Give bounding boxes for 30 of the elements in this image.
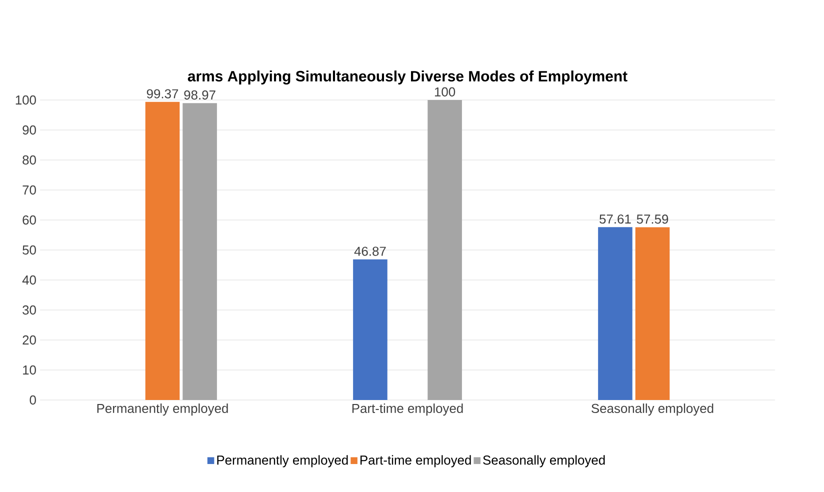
chart-title: arms Applying Simultaneously Diverse Modes of Employment	[188, 70, 628, 85]
y-tick-label: 100	[16, 95, 36, 105]
bar	[145, 102, 180, 400]
data-label: 57.59	[636, 214, 668, 224]
y-tick-label: 30	[22, 305, 36, 315]
y-tick-label: 70	[22, 185, 36, 195]
bar	[353, 259, 388, 400]
bar	[635, 227, 670, 400]
y-tick-label: 0	[30, 395, 36, 405]
bar	[428, 100, 462, 400]
legend-label: Permanently employed	[217, 455, 348, 468]
y-tick-label: 40	[22, 275, 36, 285]
y-tick-label: 10	[23, 365, 36, 375]
bar	[182, 103, 217, 400]
y-tick-label: 50	[22, 245, 36, 255]
data-label: 98.97	[184, 90, 216, 100]
y-tick-label: 60	[22, 215, 36, 225]
data-label: 46.87	[354, 246, 386, 256]
legend-label: Seasonally employed	[483, 455, 605, 468]
data-label: 57.61	[600, 214, 631, 224]
y-tick-label: 80	[22, 155, 36, 165]
y-tick-label: 20	[22, 335, 36, 345]
bar	[598, 227, 632, 400]
y-tick-label: 90	[22, 125, 36, 135]
legend-label: Part-time employed	[360, 455, 471, 468]
data-label: 100	[434, 87, 456, 96]
data-label: 99.37	[146, 89, 178, 98]
x-tick-label: Permanently employed	[97, 404, 228, 416]
x-tick-label: Seasonally employed	[592, 404, 714, 416]
x-tick-label: Part-time employed	[352, 404, 463, 416]
